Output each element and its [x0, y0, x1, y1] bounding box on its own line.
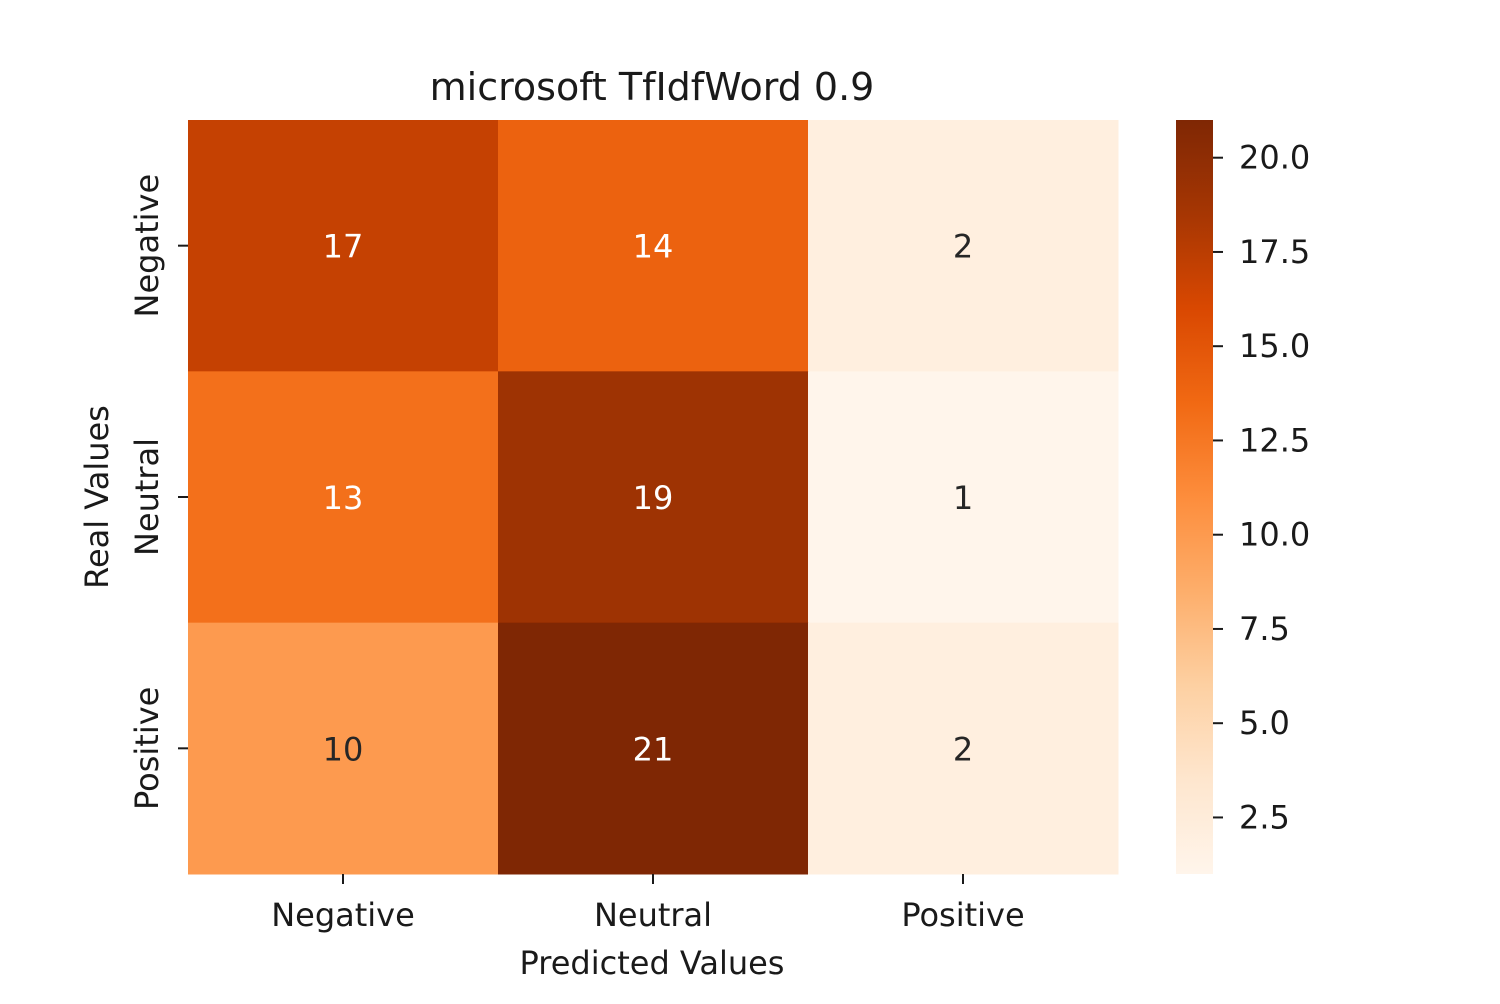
- x-tick-label: Neutral: [594, 896, 712, 934]
- cell-value-label: 10: [323, 730, 364, 768]
- chart-title: microsoft TfIdfWord 0.9: [430, 65, 875, 109]
- cell-value-label: 1: [953, 479, 973, 517]
- cell-value-label: 21: [633, 730, 674, 768]
- cell-value-label: 2: [953, 228, 973, 266]
- colorbar: [1176, 120, 1213, 874]
- colorbar-axis: 2.5 5.0 7.5 10.0 12.5 15.0 17.5 20.0: [1213, 139, 1310, 837]
- colorbar-tick-label: 20.0: [1239, 139, 1310, 177]
- colorbar-tick-label: 2.5: [1239, 798, 1290, 836]
- y-tick-label: Positive: [128, 687, 166, 810]
- colorbar-tick-label: 17.5: [1239, 233, 1310, 271]
- x-axis: Negative Neutral Positive: [271, 874, 1024, 934]
- y-axis-label: Real Values: [78, 405, 116, 589]
- y-tick-label: Negative: [128, 174, 166, 318]
- y-axis: Negative Neutral Positive: [128, 174, 188, 810]
- cell-value-label: 14: [633, 228, 674, 266]
- colorbar-tick-label: 10.0: [1239, 516, 1310, 554]
- cell-value-label: 13: [323, 479, 364, 517]
- colorbar-tick-label: 7.5: [1239, 610, 1290, 648]
- cell-value-label: 17: [323, 228, 364, 266]
- colorbar-tick-label: 12.5: [1239, 421, 1310, 459]
- colorbar-tick-label: 5.0: [1239, 704, 1290, 742]
- cell-value-label: 19: [633, 479, 674, 517]
- colorbar-tick-label: 15.0: [1239, 327, 1310, 365]
- cell-value-label: 2: [953, 730, 973, 768]
- x-tick-label: Positive: [901, 896, 1024, 934]
- x-tick-label: Negative: [271, 896, 415, 934]
- y-tick-label: Neutral: [128, 438, 166, 556]
- x-axis-label: Predicted Values: [520, 944, 785, 982]
